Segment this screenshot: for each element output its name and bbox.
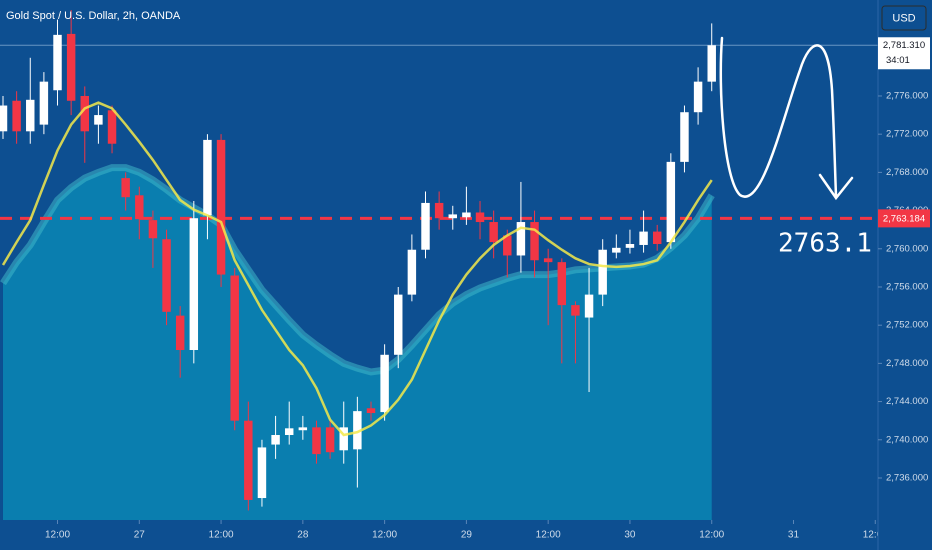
x-tick-label: 30: [624, 530, 636, 541]
candle-body: [0, 105, 8, 132]
candle-body: [666, 161, 676, 243]
price-axis: 2,736.000 2,740.000 2,744.000 2,748.000 2,75…: [878, 37, 930, 483]
candle-body: [366, 408, 376, 414]
price-axis-panel: [878, 0, 932, 550]
candle-body: [448, 214, 457, 219]
candle-body: [462, 212, 471, 218]
candle-body: [421, 202, 430, 250]
candle-body: [707, 45, 716, 82]
y-tick-label: 2,776.000: [886, 90, 928, 101]
price-label: 2,781.310: [883, 40, 925, 51]
candle-body: [571, 305, 580, 316]
candle-body: [652, 231, 662, 245]
candle-body: [434, 202, 444, 219]
arrow-drawing: [719, 36, 854, 201]
candle-body: [162, 239, 171, 312]
candle-body: [339, 427, 348, 451]
candle-body: [284, 428, 294, 436]
price-tag: [878, 37, 930, 70]
candle-body: [543, 258, 553, 263]
chart-title: Gold Spot / U.S. Dollar, 2h, OANDA: [6, 10, 181, 22]
x-tick-label: 27: [134, 530, 146, 541]
candle-body: [584, 294, 594, 318]
y-tick-label: 2,736.000: [886, 472, 928, 483]
level-label: 2,763.184: [883, 213, 925, 224]
candle-body: [148, 220, 158, 239]
x-axis: 12:00 27 12:00 28 12:00 29 12:00 30 12:00 31 12:00: [45, 520, 888, 541]
candle-body: [639, 231, 648, 245]
candle-body: [135, 195, 144, 220]
x-axis-panel: [0, 520, 878, 550]
candle-body: [121, 178, 130, 198]
y-tick-label: 2,760.000: [886, 243, 928, 254]
y-tick-label: 2,768.000: [886, 167, 928, 178]
candle-body: [298, 427, 308, 431]
x-tick-label: 28: [297, 530, 309, 541]
candle-body: [189, 218, 199, 351]
candle-body: [625, 244, 635, 248]
y-tick-label: 2,772.000: [886, 129, 928, 140]
y-tick-label: 2,748.000: [886, 358, 928, 369]
candle-body: [175, 315, 185, 351]
candle-body: [475, 212, 485, 223]
x-tick-label: 12:00: [536, 530, 561, 541]
candle-body: [107, 110, 117, 144]
candle-body: [380, 354, 389, 413]
x-tick-label: 12:00: [863, 530, 888, 541]
level-tag: [878, 209, 930, 228]
candle-body: [80, 95, 89, 132]
x-tick-label: 12:00: [699, 530, 724, 541]
countdown: 34:01: [886, 55, 910, 66]
x-tick-label: 12:00: [372, 530, 397, 541]
candle-body: [203, 139, 212, 216]
candle-body: [489, 222, 498, 243]
candle-body: [257, 447, 267, 499]
candle-body: [407, 249, 417, 295]
currency-button[interactable]: [881, 5, 927, 31]
candle-body: [216, 139, 226, 275]
candle-body: [312, 427, 321, 455]
candle-body: [26, 99, 35, 132]
x-tick-label: 12:00: [209, 530, 234, 541]
candle-body: [353, 411, 362, 450]
plot-area: [0, 10, 878, 520]
candle-body: [693, 81, 703, 113]
candle-body: [680, 112, 689, 162]
candle-body: [503, 235, 512, 256]
candle-body: [325, 427, 335, 453]
x-tick-label: 31: [788, 530, 800, 541]
candle-body: [53, 34, 62, 91]
ma-slow-area: [2, 167, 712, 520]
y-tick-label: 2,752.000: [886, 320, 928, 331]
candle-body: [244, 420, 253, 500]
ma-slow-edge: [0, 164, 715, 376]
candle-body: [612, 247, 621, 253]
candle-body: [271, 435, 280, 445]
candle-body: [394, 294, 403, 355]
currency-label[interactable]: USD: [892, 12, 915, 24]
candle-body: [94, 115, 103, 125]
candle-body: [557, 262, 567, 306]
candle-body: [12, 100, 21, 132]
candle-body: [66, 33, 76, 101]
x-tick-label: 29: [461, 530, 473, 541]
y-tick-label: 2,756.000: [886, 281, 928, 292]
annotation: 2763.1: [778, 229, 872, 259]
candle-body: [598, 249, 607, 295]
candle-body: [39, 81, 49, 125]
y-tick-label: 2,740.000: [886, 434, 928, 445]
x-tick-label: 12:00: [45, 530, 70, 541]
y-tick-label: 2,744.000: [886, 396, 928, 407]
candle-body: [530, 222, 539, 261]
candle-body: [230, 275, 239, 421]
ma-fast-line: [1, 101, 713, 437]
candle-body: [516, 222, 526, 256]
